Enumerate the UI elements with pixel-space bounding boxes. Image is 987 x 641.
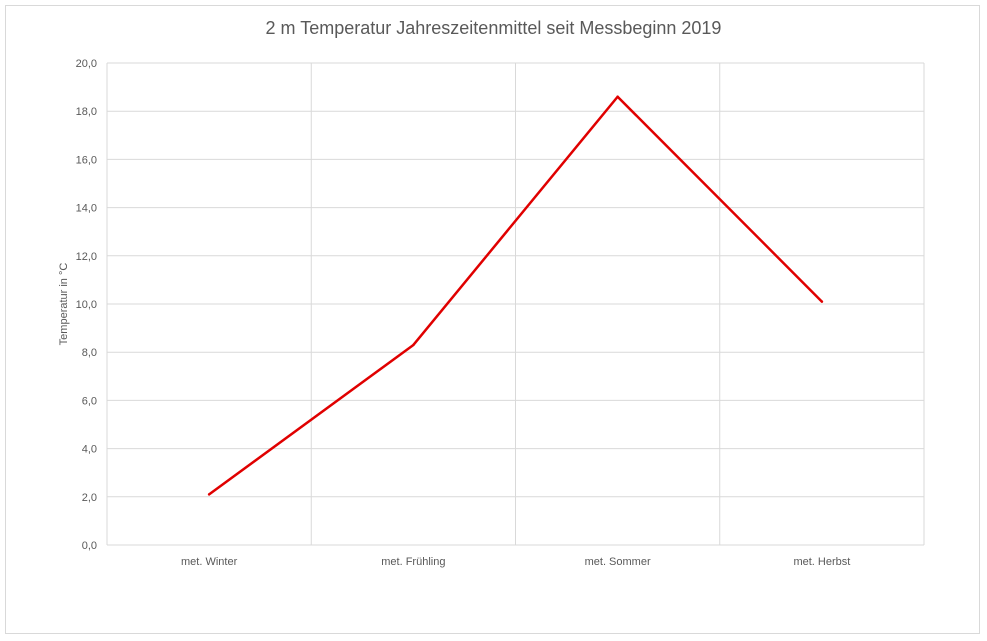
y-tick-label: 8,0: [82, 347, 97, 359]
x-tick-label: met. Frühling: [381, 556, 445, 568]
data-point: [412, 343, 415, 347]
x-tick-label: met. Sommer: [585, 556, 651, 568]
x-tick-labels: met. Winter met. Frühling met. Sommer met. …: [181, 556, 850, 568]
x-tick-label: met. Winter: [181, 556, 238, 568]
y-tick-label: 16,0: [76, 154, 97, 166]
chart-title: 2 m Temperatur Jahreszeitenmittel seit M…: [265, 18, 722, 38]
y-tick-labels: 0,0 2,0 4,0 6,0 8,0 10,0 12,0 14,0 16,0 18,0 20,0: [76, 58, 97, 552]
y-tick-label: 18,0: [76, 106, 97, 118]
chart-frame: [5, 5, 980, 634]
series-line: [207, 95, 824, 496]
x-tick-label: met. Herbst: [793, 556, 850, 568]
y-tick-label: 2,0: [82, 492, 97, 504]
y-tick-label: 10,0: [76, 299, 97, 311]
data-point: [820, 300, 824, 303]
y-tick-label: 12,0: [76, 251, 97, 263]
y-tick-label: 6,0: [82, 395, 97, 407]
y-tick-label: 0,0: [82, 540, 97, 552]
data-point: [616, 95, 619, 98]
y-tick-label: 20,0: [76, 58, 97, 70]
y-tick-label: 4,0: [82, 444, 97, 456]
y-tick-label: 14,0: [76, 203, 97, 215]
data-point: [207, 493, 211, 496]
gridlines: [106, 62, 925, 546]
series-layer: [207, 95, 824, 496]
y-axis-title: Temperatur in °C: [58, 263, 70, 346]
